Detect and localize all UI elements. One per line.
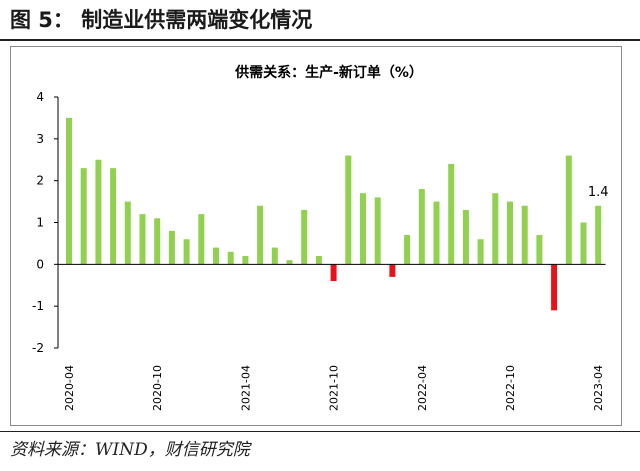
bar-2021-11[interactable] [345,155,352,265]
bar-2021-06[interactable] [271,247,278,265]
bar-2021-10[interactable] [330,264,337,282]
bar-2022-07[interactable] [462,209,469,265]
x-tick-label-2022-04: 2022-04 [416,365,429,411]
x-tick-label-2023-04: 2023-04 [592,365,605,411]
footer-rule [0,431,640,432]
bar-2022-08[interactable] [477,239,484,265]
y-tick-label: 4 [36,90,44,104]
bar-2021-04[interactable] [242,255,249,265]
bar-2020-11[interactable] [168,230,175,265]
y-tick-label: -1 [32,299,44,313]
bar-2020-04[interactable] [66,117,72,265]
source-note: 资料来源：WIND，财信研究院 [10,440,250,460]
x-tick-label-2022-10: 2022-10 [504,365,517,411]
bar-2020-05[interactable] [80,168,87,265]
bar-2021-02[interactable] [213,247,219,265]
bar-2021-05[interactable] [257,205,264,265]
y-axis: 4 3 2 1 0 -1 -2 [32,90,59,355]
bar-2021-03[interactable] [227,251,234,265]
bar-2022-03[interactable] [404,235,411,265]
bars-group: 1.4 [66,117,609,311]
x-tick-label-2021-04: 2021-04 [239,365,252,411]
bar-2021-01[interactable] [198,214,205,265]
bar-2021-12[interactable] [360,193,366,265]
x-tick-label-2020-10: 2020-10 [151,365,164,411]
chart-container: 供需关系：生产-新订单（%） 1.4 4 3 2 1 0 -1 -2 2020-04 2020… [10,46,622,426]
bar-2022-11[interactable] [521,205,528,265]
bar-2021-09[interactable] [315,255,322,265]
bar-2023-02[interactable] [565,155,572,265]
bar-2020-07[interactable] [110,168,117,265]
bar-2021-08[interactable] [301,209,308,265]
bar-2022-01[interactable] [374,197,381,265]
bar-2022-09[interactable] [492,193,499,265]
bar-2020-08[interactable] [124,201,131,265]
x-tick-label-2020-04: 2020-04 [63,365,76,411]
bar-2022-05[interactable] [433,201,440,265]
chart-title: 供需关系：生产-新订单（%） [234,64,423,81]
bar-2020-06[interactable] [95,159,102,265]
bar-2020-09[interactable] [139,214,146,265]
bar-2022-10[interactable] [507,201,513,265]
bar-2023-04[interactable] [595,205,602,265]
bar-2022-04[interactable] [418,189,425,265]
bar-2020-10[interactable] [154,218,161,265]
title-rule [0,39,640,41]
data-label-2023-04: 1.4 [588,185,609,200]
bar-2022-06[interactable] [448,163,455,265]
y-tick-label: 3 [36,132,44,146]
y-tick-label: 0 [36,257,44,271]
y-tick-label: 1 [36,216,44,230]
bar-2021-07[interactable] [286,260,293,265]
figure-title: 图 5： 制造业供需两端变化情况 [10,8,313,32]
bar-2020-12[interactable] [183,239,190,265]
bar-2022-02[interactable] [389,264,396,277]
bar-2023-03[interactable] [580,222,587,265]
y-tick-label: 2 [36,174,44,188]
y-tick-label: -2 [32,341,44,355]
bar-2022-12[interactable] [536,235,543,265]
x-tick-label-2021-10: 2021-10 [328,365,341,411]
bar-2023-01[interactable] [551,264,558,311]
x-axis: 2020-04 2020-10 2021-04 2021-10 2022-04 2022-… [58,263,606,411]
